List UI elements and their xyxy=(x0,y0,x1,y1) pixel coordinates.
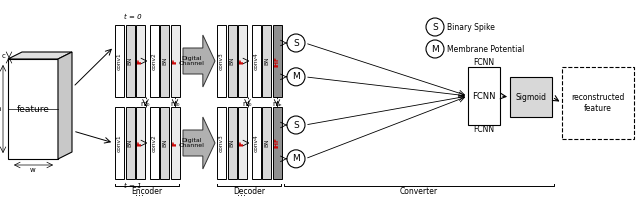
Text: m₀: m₀ xyxy=(170,101,180,107)
Text: IHF: IHF xyxy=(275,138,280,149)
Bar xyxy=(125,25,134,97)
Text: m₀: m₀ xyxy=(243,101,252,107)
Text: M: M xyxy=(292,72,300,81)
Bar xyxy=(238,25,247,97)
Text: m₀: m₀ xyxy=(141,101,150,107)
Text: Encoder: Encoder xyxy=(131,187,163,195)
Circle shape xyxy=(426,40,444,58)
Text: ...: ... xyxy=(136,188,145,197)
Text: Binary Spike: Binary Spike xyxy=(447,22,495,32)
Bar xyxy=(468,67,500,125)
Polygon shape xyxy=(8,52,72,59)
Bar xyxy=(136,107,145,179)
Text: conv3: conv3 xyxy=(219,134,224,152)
Text: conv4: conv4 xyxy=(253,52,259,70)
Bar xyxy=(227,25,237,97)
Text: conv2: conv2 xyxy=(152,52,157,70)
Bar xyxy=(160,107,169,179)
Bar xyxy=(170,107,179,179)
Polygon shape xyxy=(183,35,215,87)
Text: t = 0: t = 0 xyxy=(124,14,142,20)
Text: BN: BN xyxy=(127,139,132,147)
Text: Decoder: Decoder xyxy=(233,187,265,195)
Text: reconstructed
feature: reconstructed feature xyxy=(572,93,625,113)
Bar xyxy=(8,59,58,159)
Circle shape xyxy=(287,116,305,134)
Text: Sigmoid: Sigmoid xyxy=(515,93,547,101)
Bar xyxy=(510,77,552,117)
Bar xyxy=(562,67,634,139)
Text: M: M xyxy=(431,45,439,54)
Bar xyxy=(273,107,282,179)
Text: BN: BN xyxy=(264,139,269,147)
Text: conv4: conv4 xyxy=(253,134,259,152)
Text: h: h xyxy=(0,106,1,112)
Bar xyxy=(125,107,134,179)
Text: BN: BN xyxy=(162,139,167,147)
Circle shape xyxy=(287,68,305,86)
Text: BN: BN xyxy=(162,57,167,65)
Text: S: S xyxy=(293,121,299,129)
Text: S: S xyxy=(293,38,299,47)
Bar xyxy=(273,25,282,97)
Text: IF: IF xyxy=(173,140,177,146)
Polygon shape xyxy=(58,52,72,159)
Bar xyxy=(262,25,271,97)
Text: FCNN: FCNN xyxy=(474,58,495,67)
Text: Converter: Converter xyxy=(400,187,438,195)
Text: conv3: conv3 xyxy=(219,52,224,70)
Bar xyxy=(252,107,260,179)
Text: IF: IF xyxy=(240,58,245,64)
Text: IF: IF xyxy=(138,140,143,146)
Circle shape xyxy=(426,18,444,36)
Polygon shape xyxy=(183,117,215,169)
Text: c: c xyxy=(2,52,6,59)
Text: t = 1: t = 1 xyxy=(124,183,142,189)
Text: Membrane Potential: Membrane Potential xyxy=(447,45,524,54)
Text: conv2: conv2 xyxy=(152,134,157,152)
Bar xyxy=(160,25,169,97)
Text: BN: BN xyxy=(264,57,269,65)
Bar xyxy=(150,107,159,179)
Circle shape xyxy=(287,34,305,52)
Bar xyxy=(262,107,271,179)
Text: BN: BN xyxy=(230,57,234,65)
Text: IHF: IHF xyxy=(275,56,280,67)
Bar xyxy=(227,107,237,179)
Text: M: M xyxy=(292,154,300,163)
Bar xyxy=(150,25,159,97)
Text: Digital
Channel: Digital Channel xyxy=(179,138,205,148)
Text: FCNN: FCNN xyxy=(472,91,496,100)
Text: S: S xyxy=(432,22,438,32)
Bar xyxy=(115,25,124,97)
Bar xyxy=(217,25,226,97)
Text: feature: feature xyxy=(17,104,49,113)
Bar xyxy=(115,107,124,179)
Text: Digital
Channel: Digital Channel xyxy=(179,56,205,66)
Text: FCNN: FCNN xyxy=(474,125,495,135)
Bar xyxy=(136,25,145,97)
Bar xyxy=(170,25,179,97)
Text: w: w xyxy=(30,167,36,173)
Text: conv1: conv1 xyxy=(117,52,122,70)
Text: BN: BN xyxy=(230,139,234,147)
Bar xyxy=(238,107,247,179)
Text: ...: ... xyxy=(237,188,246,197)
Bar xyxy=(217,107,226,179)
Bar xyxy=(252,25,260,97)
Text: mₑ: mₑ xyxy=(272,101,282,107)
Text: IF: IF xyxy=(240,140,245,146)
Text: conv1: conv1 xyxy=(117,134,122,152)
Text: IF: IF xyxy=(138,58,143,64)
Text: IF: IF xyxy=(173,58,177,64)
Circle shape xyxy=(287,150,305,168)
Text: BN: BN xyxy=(127,57,132,65)
